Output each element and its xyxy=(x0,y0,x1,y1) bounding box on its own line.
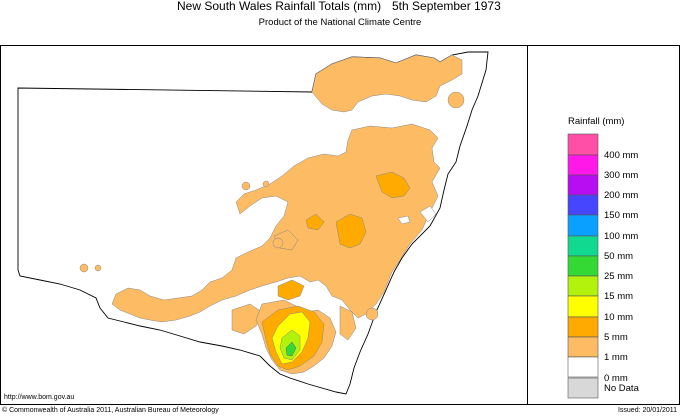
bom-url-link[interactable]: http://www.bom.gov.au xyxy=(4,394,75,401)
legend-label-400: 400 mm xyxy=(604,150,639,161)
rainfall-0mm-gaps xyxy=(397,205,437,225)
map-date: 5th September 1973 xyxy=(392,0,501,13)
legend-label-1: 1 mm xyxy=(604,352,628,363)
copyright-text: © Commonwealth of Australia 2011, Austra… xyxy=(2,407,219,414)
map-subtitle: Product of the National Climate Centre xyxy=(258,17,422,28)
legend-label-10: 10 mm xyxy=(604,312,634,323)
legend-label-100: 100 mm xyxy=(604,231,639,242)
map-title-bar: New South Wales Rainfall Totals (mm) 5th… xyxy=(0,0,680,14)
map-title: New South Wales Rainfall Totals (mm) xyxy=(177,0,382,13)
legend-label-5: 5 mm xyxy=(604,332,628,343)
legend-label-15: 15 mm xyxy=(604,291,634,302)
legend-label-25: 25 mm xyxy=(604,271,634,282)
map-frame xyxy=(0,45,680,405)
legend-label-0: 0 mm xyxy=(604,373,628,384)
legend-swatches xyxy=(567,133,599,399)
legend-label-150: 150 mm xyxy=(604,210,639,221)
legend-label-300: 300 mm xyxy=(604,170,639,181)
legend-label-200: 200 mm xyxy=(604,190,639,201)
legend-title: Rainfall (mm) xyxy=(568,116,625,127)
legend-label-50: 50 mm xyxy=(604,251,634,262)
rainfall-25mm-area xyxy=(285,341,297,357)
issued-date: Issued: 20/01/2011 xyxy=(617,407,677,414)
legend-label-no-data: No Data xyxy=(604,383,639,394)
